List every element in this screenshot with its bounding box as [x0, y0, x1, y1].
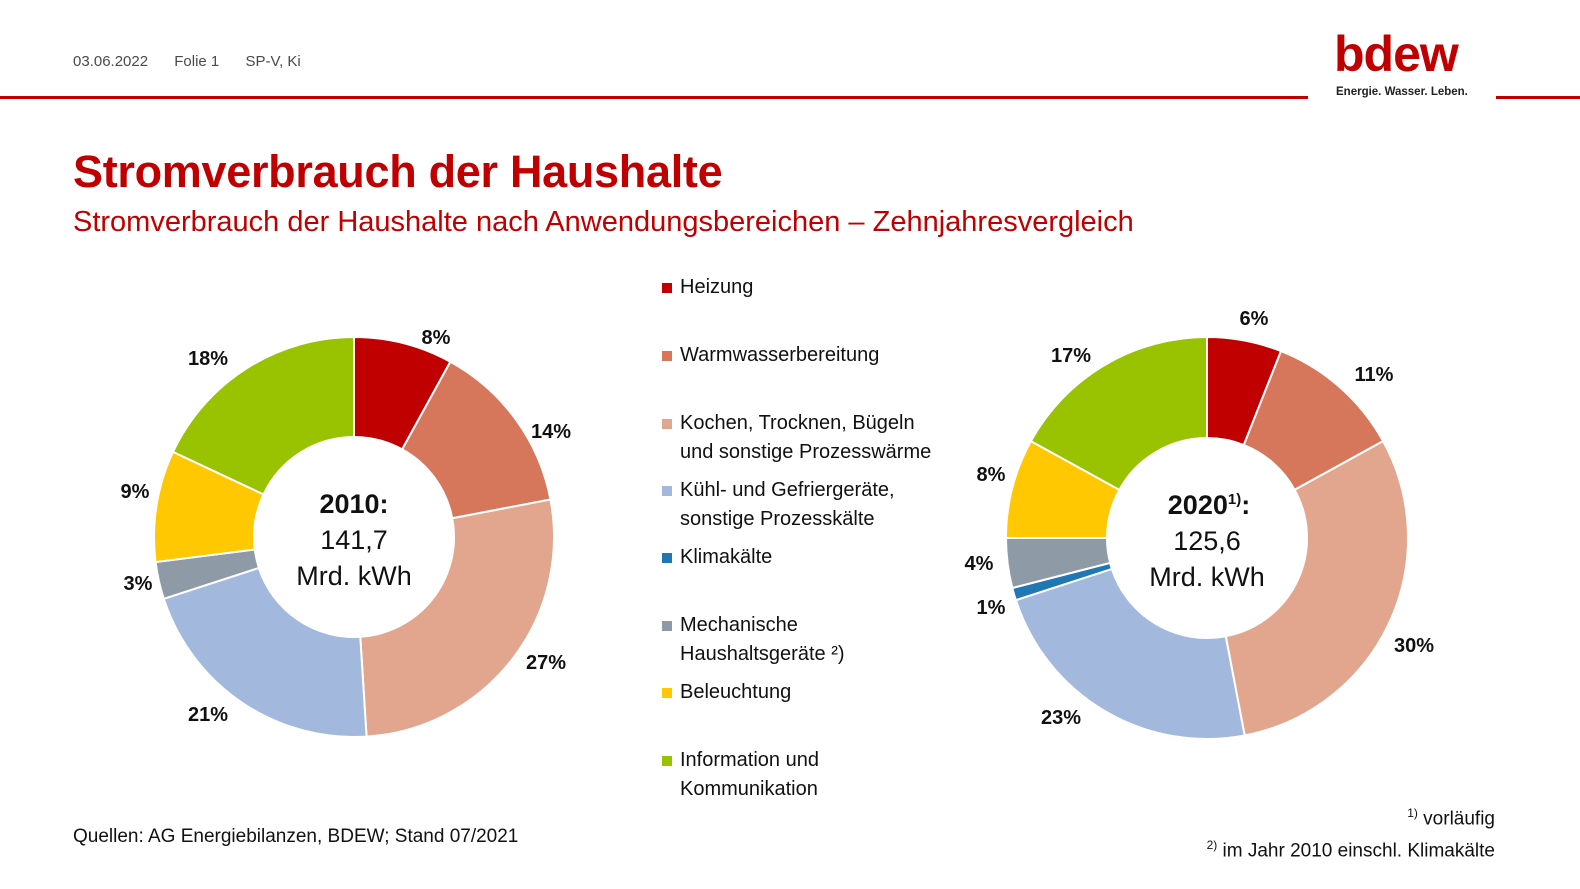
- donut-slice: [1029, 335, 1208, 492]
- slice-percent-label: 21%: [188, 704, 228, 726]
- slice-percent-label: 6%: [1240, 308, 1269, 330]
- legend-swatch: [662, 756, 672, 766]
- slice-percent-label: 11%: [1355, 364, 1394, 386]
- slide-number: Folie 1: [174, 53, 220, 70]
- page-subtitle: Stromverbrauch der Haushalte nach Anwend…: [73, 206, 1134, 238]
- slice-percent-label: 8%: [977, 464, 1006, 486]
- slice-percent-label: 9%: [121, 481, 150, 503]
- center-year-label: 20201):: [1168, 490, 1250, 520]
- footnotes: 1) vorläufig 2) im Jahr 2010 einschl. Kl…: [1207, 800, 1495, 865]
- legend-swatch: [662, 553, 672, 563]
- center-total-value: 141,7: [320, 525, 388, 555]
- footnote-2-text: im Jahr 2010 einschl. Klimakälte: [1217, 840, 1495, 862]
- center-unit-label: Mrd. kWh: [1149, 562, 1265, 592]
- legend-label: Kochen, Trocknen, Bügeln und sonstige Pr…: [680, 412, 932, 463]
- slice-percent-label: 27%: [526, 652, 566, 674]
- header-rule-right: [1496, 96, 1580, 99]
- donut-slice: [171, 335, 355, 496]
- slice-percent-label: 17%: [1051, 345, 1091, 367]
- header-rule-left: [0, 96, 1308, 99]
- slice-percent-label: 3%: [124, 573, 153, 595]
- slice-percent-label: 30%: [1394, 635, 1434, 657]
- slide-meta: 03.06.2022 Folie 1 SP-V, Ki: [73, 53, 323, 70]
- logo-wordmark: bdew: [1334, 26, 1459, 82]
- slide-header: 03.06.2022 Folie 1 SP-V, Ki bdew Energie…: [0, 0, 1580, 105]
- donut-slice: [162, 566, 368, 738]
- legend-label: Kühl- und Gefriergeräte, sonstige Prozes…: [680, 479, 895, 530]
- footnote-1: 1) vorläufig: [1207, 800, 1495, 832]
- legend-swatch: [662, 283, 672, 293]
- sources-note: Quellen: AG Energiebilanzen, BDEW; Stand…: [73, 826, 519, 847]
- legend-swatch: [662, 688, 672, 698]
- footnote-1-text: vorläufig: [1417, 808, 1495, 830]
- page-title: Stromverbrauch der Haushalte: [73, 146, 723, 197]
- legend-label: Klimakälte: [680, 546, 773, 568]
- donut-chart-2020: 6% 11% 30% 23% 1% 4% 8% 17% 20201): 125,6 Mrd. kWh: [965, 308, 1434, 740]
- footnote-2: 2) im Jahr 2010 einschl. Klimakälte: [1207, 832, 1495, 864]
- slice-percent-label: 1%: [977, 597, 1006, 619]
- slice-percent-label: 4%: [965, 553, 994, 575]
- legend-swatch: [662, 621, 672, 631]
- donut-slice: [1014, 567, 1246, 740]
- slice-percent-label: 23%: [1041, 707, 1081, 729]
- legend-label: Beleuchtung: [680, 681, 792, 703]
- legend-swatch: [662, 419, 672, 429]
- footnote-1-mark: 1): [1407, 806, 1418, 820]
- slice-percent-label: 14%: [531, 421, 571, 443]
- slice-percent-label: 18%: [188, 348, 228, 370]
- donut-chart-2010: 8% 14% 27% 21% 3% 9% 18% 2010: 141,7 Mrd. kWh: [121, 327, 571, 738]
- legend-swatch: [662, 486, 672, 496]
- donut-slice: [359, 498, 555, 738]
- legend-label: Information und Kommunikation: [680, 749, 819, 800]
- legend-label: Warmwasserbereitung: [680, 344, 880, 366]
- donut-slice: [1224, 439, 1409, 737]
- bdew-logo: bdew Energie. Wasser. Leben.: [1334, 26, 1470, 104]
- slice-percent-label: 8%: [422, 327, 451, 349]
- legend-swatch: [662, 351, 672, 361]
- slide-author: SP-V, Ki: [245, 53, 301, 70]
- footnote-2-mark: 2): [1206, 838, 1218, 853]
- center-unit-label: Mrd. kWh: [296, 561, 412, 591]
- center-year-label: 2010:: [319, 489, 388, 519]
- slide-date: 03.06.2022: [73, 53, 149, 70]
- legend-label: Heizung: [680, 276, 754, 298]
- logo-tagline: Energie. Wasser. Leben.: [1336, 86, 1468, 98]
- center-total-value: 125,6: [1173, 526, 1241, 556]
- legend-label: Mechanische Haushaltsgeräte ²): [680, 614, 845, 665]
